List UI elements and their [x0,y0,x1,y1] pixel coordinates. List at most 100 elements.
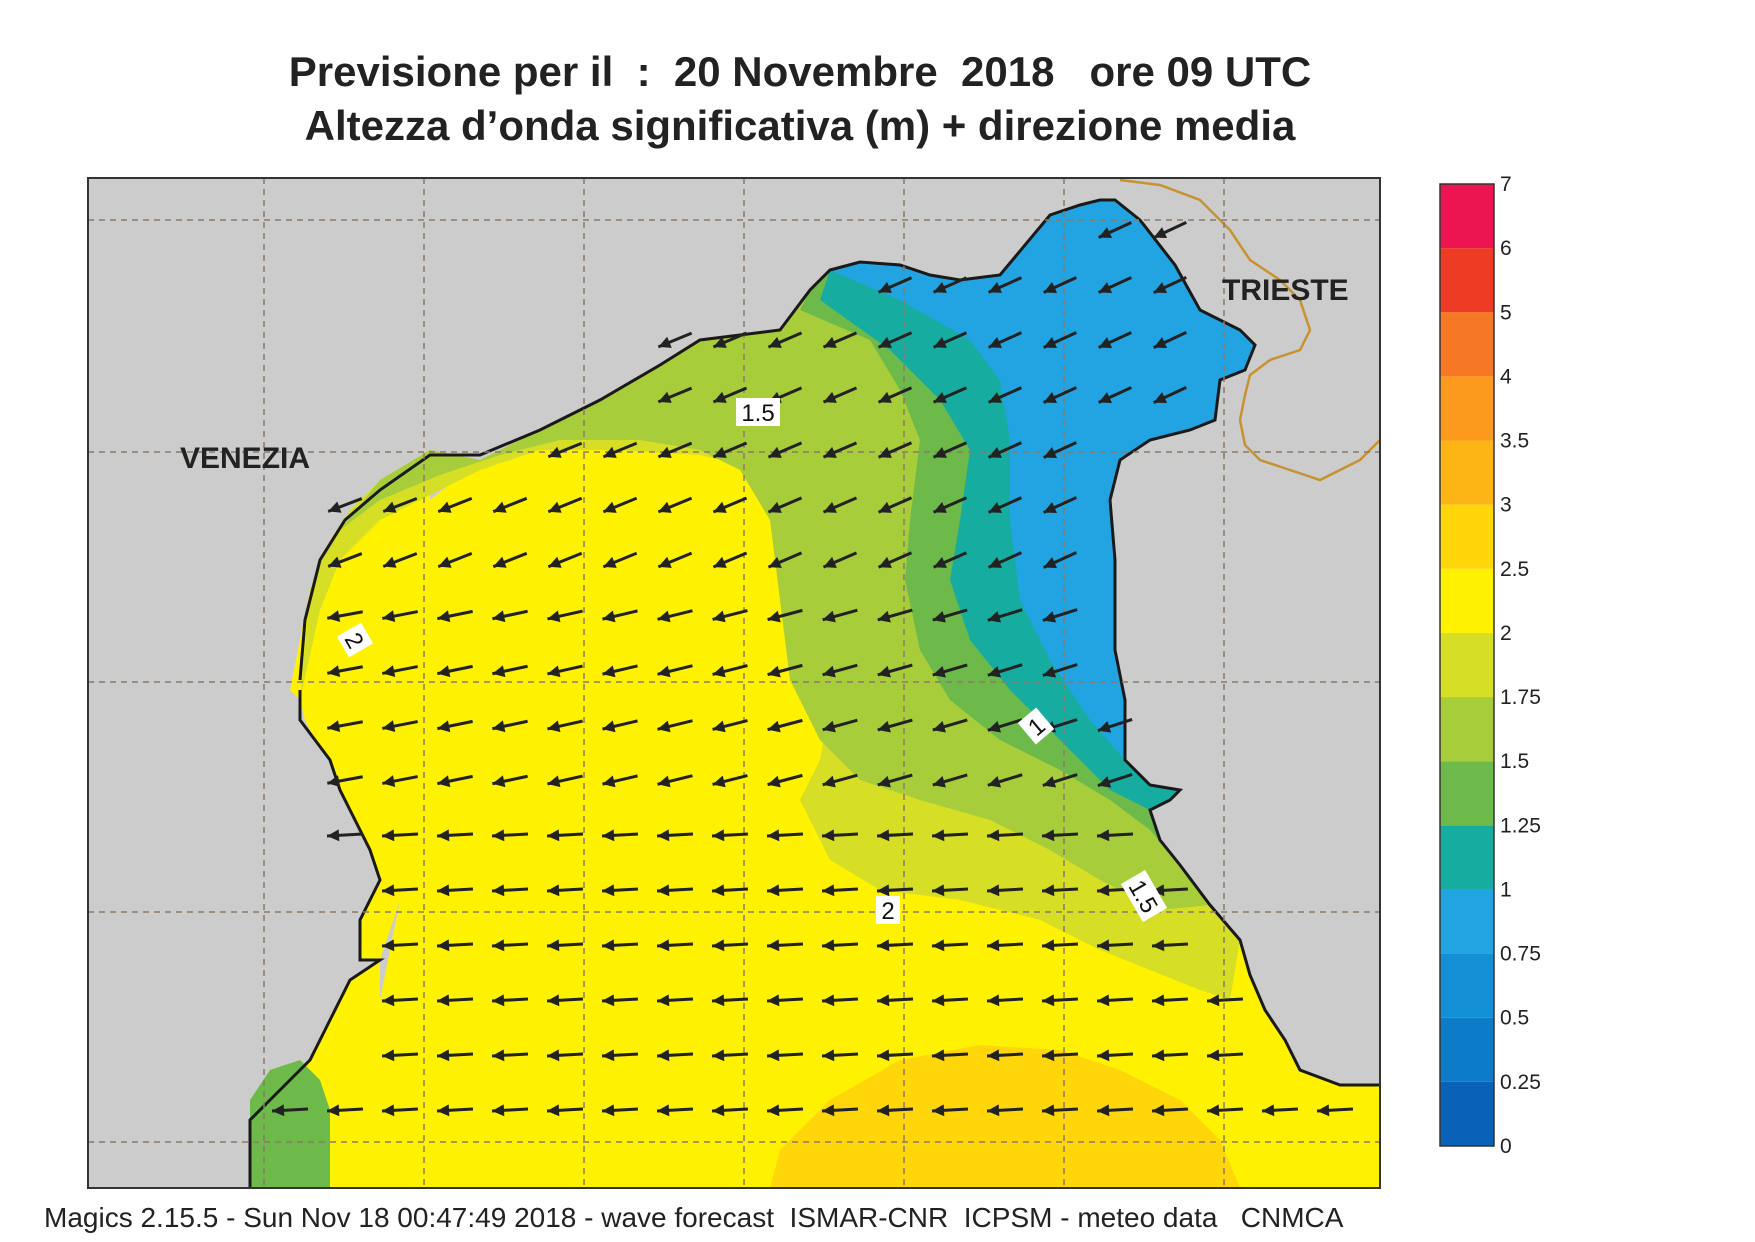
direction-arrow [547,441,583,459]
direction-arrow [1206,1104,1244,1117]
direction-arrow [437,552,473,568]
direction-arrow [987,663,1023,678]
direction-arrow [877,773,913,788]
colorbar-swatch [1440,632,1494,698]
direction-arrow [1042,551,1078,569]
direction-arrow [1153,331,1187,349]
colorbar-swatch [1440,697,1494,762]
direction-arrow [436,994,474,1007]
direction-arrow [382,497,418,513]
colorbar-swatch [1440,568,1494,633]
direction-arrow [1042,608,1078,623]
colorbar-swatch [1440,953,1494,1018]
direction-arrow [986,1049,1024,1062]
direction-arrow [381,1104,419,1117]
direction-arrow [381,829,419,842]
direction-arrow [711,994,749,1007]
footer-credits: Magics 2.15.5 - Sun Nov 18 00:47:49 2018… [44,1202,1344,1233]
svg-text:2: 2 [881,898,894,925]
direction-arrow [1096,939,1134,952]
direction-arrow [987,608,1023,623]
colorbar-tick-label: 1.25 [1500,814,1541,837]
direction-arrow [876,994,914,1007]
direction-arrow [327,497,363,513]
direction-arrow [932,773,968,788]
direction-arrow [767,331,803,349]
direction-arrow [931,829,969,842]
colorbar-swatch [1440,1017,1494,1082]
map-area: 1.5 2 1 2 1.5 VENEZIA TRIESTE [88,178,1380,1188]
direction-arrow [876,829,914,842]
direction-arrow [876,1049,914,1062]
direction-arrow [546,884,584,897]
direction-arrow [437,719,473,733]
direction-arrow [436,1049,474,1062]
direction-arrow [987,773,1023,788]
direction-arrow [986,939,1024,952]
direction-arrow [1096,994,1134,1007]
colorbar-swatch [1440,825,1494,890]
direction-arrow [821,884,859,897]
direction-arrow [601,1104,639,1117]
direction-arrow [491,994,529,1007]
direction-arrow [711,1104,749,1117]
wave-band-0.75-1 [830,200,1255,760]
direction-arrow [437,664,473,678]
colorbar-tick-label: 0.25 [1500,1071,1541,1094]
direction-arrow [546,829,584,842]
colorbar-tick-label: 2.5 [1500,558,1529,581]
direction-arrow [932,331,968,349]
direction-arrow [1041,1104,1079,1117]
direction-arrow [822,496,858,514]
direction-arrow [381,994,419,1007]
direction-arrow [986,994,1024,1007]
direction-arrow [932,441,968,459]
direction-arrow [1041,829,1079,842]
colorbar-tick-label: 6 [1500,237,1512,260]
direction-arrow [1098,276,1132,294]
direction-arrow [822,331,858,349]
svg-text:1.5: 1.5 [741,400,774,427]
direction-arrow [1206,1049,1244,1062]
direction-arrow [601,884,639,897]
direction-arrow [1096,1049,1134,1062]
direction-arrow [932,608,968,623]
colorbar-swatch [1440,504,1494,569]
direction-arrow [1097,772,1133,788]
direction-arrow [767,496,803,514]
direction-arrow [491,1049,529,1062]
direction-arrow [987,718,1023,733]
direction-arrow [492,719,528,733]
direction-arrow [602,496,638,514]
direction-arrow [766,1049,804,1062]
direction-arrow [1151,1104,1189,1117]
direction-arrow [1041,939,1079,952]
direction-arrow [822,773,858,788]
direction-arrow [492,609,528,623]
colorbar-swatch [1440,248,1494,313]
direction-arrow [877,608,913,623]
direction-arrow [821,994,859,1007]
direction-arrow [931,1104,969,1117]
colorbar-tick-label: 1.75 [1500,686,1541,709]
direction-arrow [822,663,858,678]
direction-arrow [767,663,803,678]
direction-arrow [876,939,914,952]
direction-arrow [877,386,913,404]
direction-arrow [1153,276,1187,294]
direction-arrow [546,1104,584,1117]
direction-arrow [712,551,748,569]
direction-arrow [492,551,528,569]
coastline-north [298,198,1380,1087]
direction-arrow [436,884,474,897]
direction-arrow [931,939,969,952]
direction-arrow [327,552,363,568]
direction-arrow [437,609,473,623]
direction-arrow [931,994,969,1007]
direction-arrow [327,665,363,677]
direction-arrow [766,994,804,1007]
direction-arrow [546,994,584,1007]
wave-band-west-coast [250,1060,330,1188]
direction-arrow [1042,773,1078,788]
contour-label-4: 2 [876,896,900,925]
